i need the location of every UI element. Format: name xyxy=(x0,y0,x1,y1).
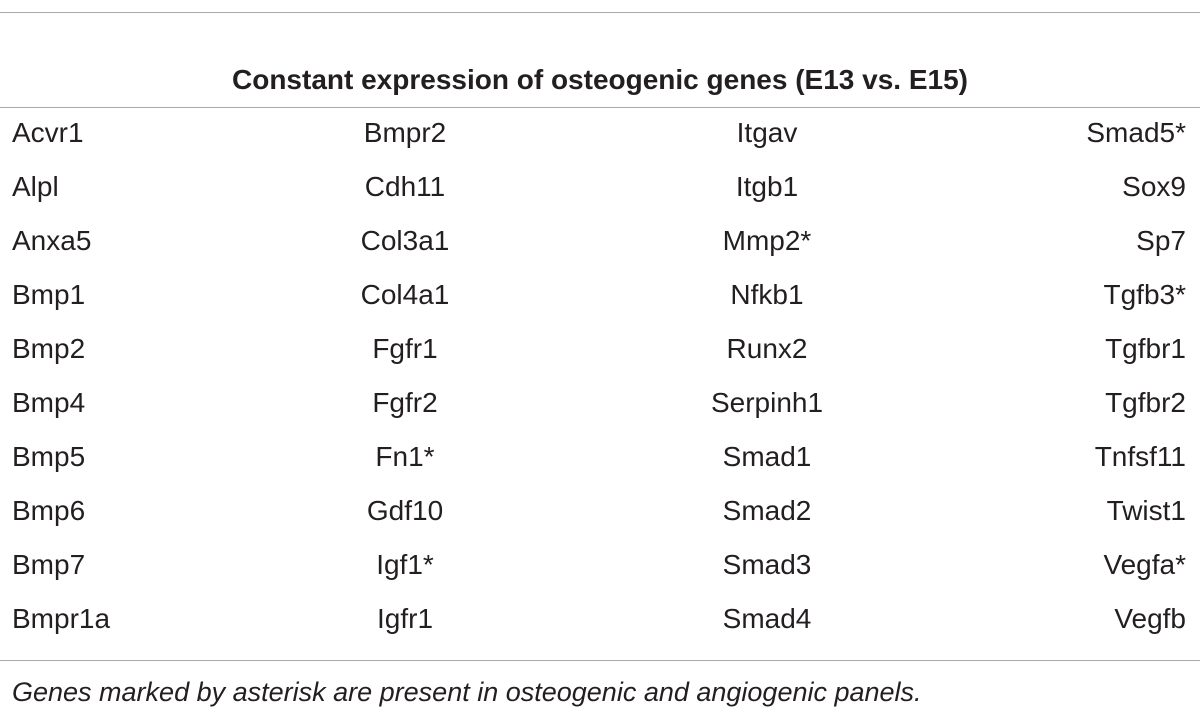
header-rule xyxy=(0,107,1200,108)
gene-cell: Vegfb xyxy=(1114,603,1186,634)
gene-cell: Tgfb3* xyxy=(1103,279,1187,310)
gene-cell: Bmp5 xyxy=(12,441,86,472)
gene-cell: Tgfbr1 xyxy=(1105,333,1186,364)
gene-cell: Itgb1 xyxy=(735,171,799,202)
gene-cell: Tnfsf11 xyxy=(1094,441,1186,472)
gene-cell: Smad2 xyxy=(722,495,812,526)
gene-cell: Acvr1 xyxy=(12,117,84,148)
gene-cell: Fgfr1 xyxy=(372,333,438,364)
gene-cell: Smad5* xyxy=(1086,117,1186,148)
gene-cell: Sox9 xyxy=(1122,171,1186,202)
top-rule xyxy=(0,12,1200,13)
gene-cell: Smad1 xyxy=(722,441,812,472)
gene-cell: Smad3 xyxy=(722,549,812,580)
gene-cell: Col3a1 xyxy=(360,225,450,256)
gene-cell: Sp7 xyxy=(1136,225,1186,256)
gene-cell: Bmpr2 xyxy=(363,117,447,148)
gene-cell: Runx2 xyxy=(726,333,808,364)
gene-cell: Bmp2 xyxy=(12,333,86,364)
gene-cell: Twist1 xyxy=(1106,495,1186,526)
table-title: Constant expression of osteogenic genes … xyxy=(232,64,968,95)
gene-cell: Col4a1 xyxy=(360,279,450,310)
gene-cell: Fgfr2 xyxy=(372,387,438,418)
gene-cell: Cdh11 xyxy=(364,171,446,202)
gene-cell: Fn1* xyxy=(375,441,435,472)
gene-cell: Igfr1 xyxy=(376,603,434,634)
gene-cell: Bmp6 xyxy=(12,495,86,526)
gene-cell: Bmpr1a xyxy=(12,603,111,634)
bottom-rule xyxy=(0,660,1200,661)
gene-cell: Tgfbr2 xyxy=(1105,387,1186,418)
gene-cell: Bmp7 xyxy=(12,549,86,580)
gene-cell: Mmp2* xyxy=(722,225,812,256)
gene-cell: Igf1* xyxy=(376,549,434,580)
gene-cell: Bmp4 xyxy=(12,387,86,418)
gene-cell: Anxa5 xyxy=(12,225,92,256)
gene-cell: Smad4 xyxy=(722,603,812,634)
gene-cell: Nfkb1 xyxy=(730,279,804,310)
gene-cell: Serpinh1 xyxy=(710,387,824,418)
gene-cell: Vegfa* xyxy=(1103,549,1186,580)
gene-cell: Bmp1 xyxy=(12,279,86,310)
gene-cell: Itgav xyxy=(736,117,798,148)
footnote: Genes marked by asterisk are present in … xyxy=(12,677,922,707)
gene-cell: Alpl xyxy=(12,171,59,202)
gene-cell: Gdf10 xyxy=(366,495,444,526)
